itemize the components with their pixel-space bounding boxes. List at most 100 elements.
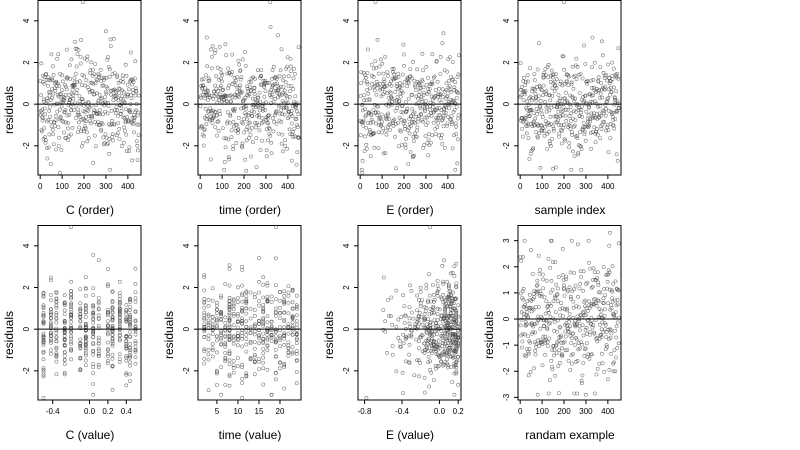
residual-point bbox=[206, 333, 211, 338]
residual-point bbox=[409, 289, 414, 293]
residual-point bbox=[133, 341, 138, 346]
x-tick-label: 0.2 bbox=[102, 407, 114, 416]
residual-point bbox=[202, 305, 207, 310]
residual-point bbox=[550, 73, 555, 77]
residual-point bbox=[578, 328, 582, 333]
residual-point bbox=[244, 299, 249, 304]
residual-point bbox=[247, 128, 252, 133]
residual-point bbox=[291, 87, 295, 91]
residual-point bbox=[555, 104, 560, 109]
residual-point bbox=[227, 299, 232, 304]
residual-point bbox=[91, 335, 96, 340]
residual-point bbox=[537, 41, 541, 46]
residual-point bbox=[292, 126, 297, 131]
residual-point bbox=[210, 322, 215, 327]
residual-point bbox=[404, 108, 409, 113]
residual-point bbox=[240, 316, 244, 321]
residual-point bbox=[282, 299, 287, 304]
residual-point bbox=[109, 88, 114, 93]
residual-point bbox=[532, 366, 536, 371]
residual-point bbox=[117, 352, 122, 357]
residual-point bbox=[236, 325, 240, 330]
residual-point bbox=[452, 392, 457, 397]
residual-point bbox=[447, 298, 452, 303]
residual-point bbox=[590, 325, 595, 330]
residual-point bbox=[223, 383, 228, 387]
residual-point bbox=[51, 132, 55, 137]
residual-point bbox=[106, 310, 110, 315]
residual-point bbox=[581, 361, 586, 365]
residual-point bbox=[215, 316, 219, 321]
residual-point bbox=[58, 107, 62, 112]
residual-point bbox=[296, 45, 301, 49]
residual-point bbox=[524, 322, 529, 326]
residual-point bbox=[402, 64, 406, 68]
residual-point bbox=[524, 79, 528, 84]
residual-point bbox=[565, 79, 569, 83]
residual-point bbox=[572, 108, 576, 113]
residual-point bbox=[106, 354, 110, 358]
residual-point bbox=[440, 264, 445, 268]
data-points bbox=[358, 0, 461, 175]
residual-point bbox=[521, 255, 525, 259]
residual-point bbox=[131, 122, 135, 126]
residual-point bbox=[117, 297, 122, 302]
residual-point bbox=[226, 155, 231, 160]
residual-point bbox=[219, 295, 223, 300]
residual-point bbox=[567, 141, 572, 145]
residual-point bbox=[395, 106, 400, 110]
residual-point bbox=[244, 138, 249, 143]
residual-point bbox=[414, 88, 418, 92]
residual-point bbox=[580, 373, 585, 378]
residual-point bbox=[294, 303, 299, 308]
residual-point bbox=[53, 118, 58, 122]
residual-point bbox=[601, 296, 606, 301]
residual-point bbox=[566, 316, 571, 321]
residual-point bbox=[421, 68, 425, 73]
residual-point bbox=[252, 92, 257, 97]
residual-point bbox=[273, 256, 278, 261]
residual-point bbox=[569, 341, 574, 345]
residual-point bbox=[588, 119, 592, 124]
residual-point bbox=[229, 128, 234, 133]
residual-point bbox=[294, 305, 299, 309]
residual-point bbox=[398, 81, 402, 85]
residual-point bbox=[570, 116, 575, 121]
residual-point bbox=[124, 371, 129, 376]
residual-point bbox=[72, 82, 76, 87]
residual-point bbox=[296, 112, 301, 117]
residual-point bbox=[248, 331, 253, 336]
residual-point bbox=[438, 113, 442, 118]
residual-point bbox=[268, 88, 273, 93]
residual-point bbox=[228, 114, 233, 118]
residual-point bbox=[236, 127, 241, 131]
x-tick-label: 300 bbox=[579, 182, 593, 191]
residual-point bbox=[75, 87, 79, 92]
residual-point bbox=[403, 359, 408, 364]
residual-point bbox=[46, 145, 51, 150]
residual-point bbox=[454, 124, 458, 129]
residual-point bbox=[232, 124, 236, 129]
residual-point bbox=[128, 372, 132, 377]
residual-point bbox=[91, 305, 96, 310]
residual-point bbox=[599, 308, 604, 313]
residual-point bbox=[391, 66, 396, 71]
residual-point bbox=[528, 95, 533, 99]
residual-point bbox=[206, 321, 211, 325]
residual-point bbox=[198, 104, 203, 109]
residual-point bbox=[240, 141, 245, 146]
residual-point bbox=[550, 364, 554, 369]
residual-point bbox=[423, 109, 427, 113]
residual-point bbox=[602, 307, 607, 312]
residual-point bbox=[202, 316, 207, 321]
residual-point bbox=[240, 331, 244, 335]
residual-point bbox=[65, 126, 70, 131]
residual-point bbox=[49, 52, 54, 57]
residual-point bbox=[41, 343, 46, 347]
residual-point bbox=[426, 317, 431, 321]
residual-point bbox=[427, 293, 432, 298]
residual-point bbox=[288, 64, 293, 69]
residual-point bbox=[282, 334, 287, 338]
